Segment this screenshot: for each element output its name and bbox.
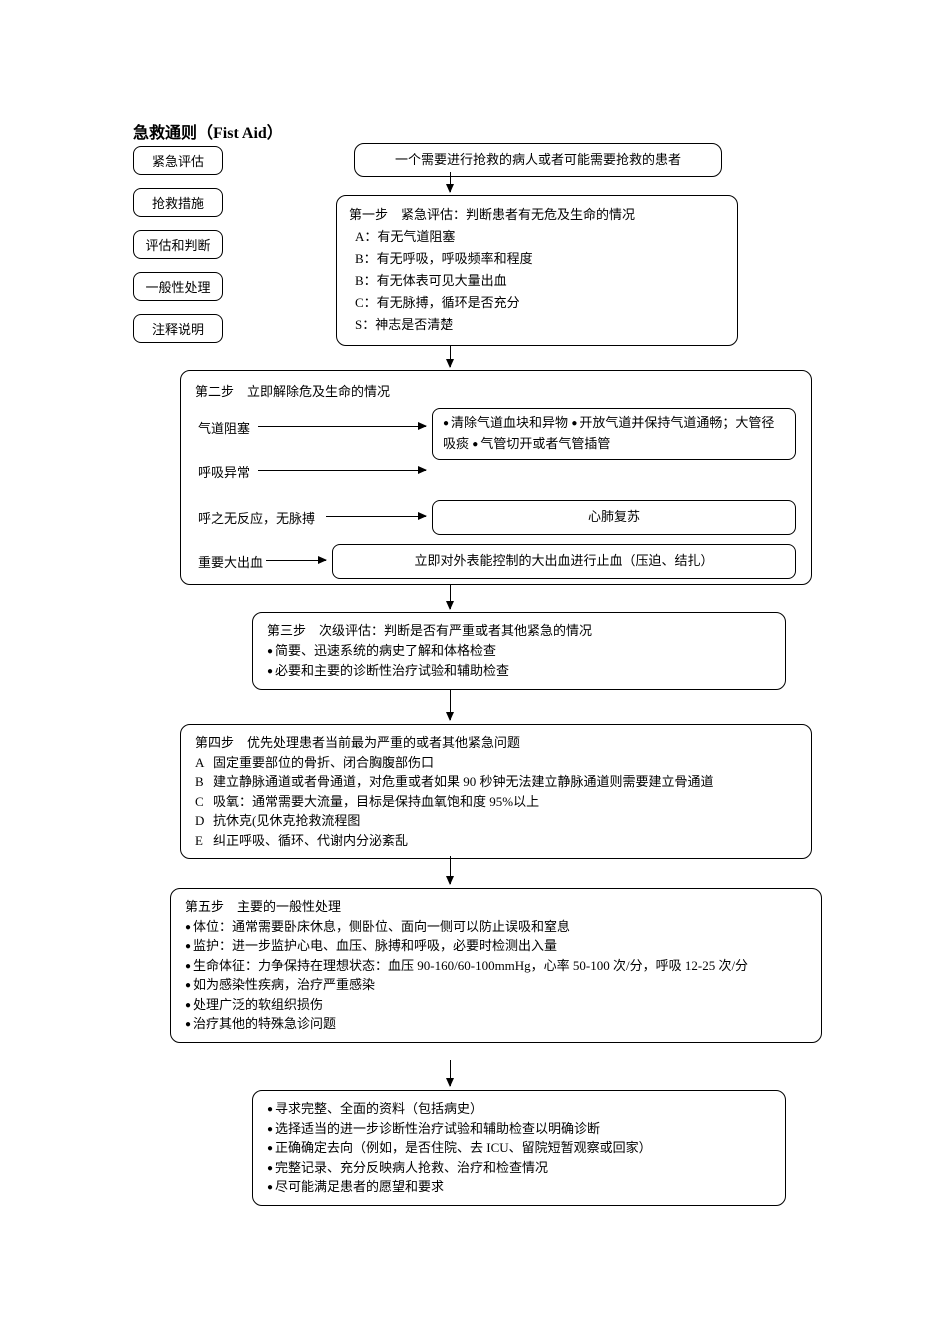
step5-b4: 处理广泛的软组织损伤	[185, 995, 807, 1015]
bleed-text: 立即对外表能控制的大出血进行止血（压迫、结扎）	[414, 553, 713, 568]
node-step3: 第三步 次级评估：判断是否有严重或者其他紧急的情况 简要、迅速系统的病史了解和体…	[252, 612, 786, 690]
node-step4: 第四步 优先处理患者当前最为严重的或者其他紧急问题 A固定重要部位的骨折、闭合胸…	[180, 724, 812, 859]
step2-header: 第二步 立即解除危及生命的情况	[195, 381, 797, 403]
step4-row-3: D抗休克(见休克抢救流程图	[195, 811, 797, 831]
step2-aa-2: 气管切开或者气管插管	[472, 436, 610, 451]
stage-box-0: 紧急评估	[133, 146, 223, 175]
arrow-cond2	[326, 516, 426, 517]
step2-actions-a: 清除气道血块和异物 开放气道并保持气道通畅；大管径吸痰 气管切开或者气管插管	[432, 408, 796, 460]
arrow-cond3	[266, 560, 326, 561]
step5-header: 第五步 主要的一般性处理	[185, 897, 807, 917]
arrow-cond1	[258, 470, 426, 471]
node-step1: 第一步 紧急评估：判断患者有无危及生命的情况 A：有无气道阻塞 B：有无呼吸，呼…	[336, 195, 738, 346]
step5-b0: 体位：通常需要卧床休息，侧卧位、面向一侧可以防止误吸和窒息	[185, 917, 807, 937]
arrow-step5-step6	[450, 1060, 451, 1086]
step4-header: 第四步 优先处理患者当前最为严重的或者其他紧急问题	[195, 733, 797, 753]
step1-item-4: S：神志是否清楚	[349, 314, 725, 336]
step2-cpr: 心肺复苏	[432, 500, 796, 535]
stage-box-2: 评估和判断	[133, 230, 223, 259]
arrow-start-step1	[450, 172, 451, 192]
step5-b1: 监护：进一步监护心电、血压、脉搏和呼吸，必要时检测出入量	[185, 936, 807, 956]
arrow-step3-step4	[450, 690, 451, 720]
step6-b3: 完整记录、充分反映病人抢救、治疗和检查情况	[267, 1158, 771, 1178]
step6-b1: 选择适当的进一步诊断性治疗试验和辅助检查以明确诊断	[267, 1119, 771, 1139]
step5-b5: 治疗其他的特殊急诊问题	[185, 1014, 807, 1034]
step3-b1: 必要和主要的诊断性治疗试验和辅助检查	[267, 661, 771, 681]
step6-b4: 尽可能满足患者的愿望和要求	[267, 1177, 771, 1197]
start-text: 一个需要进行抢救的病人或者可能需要抢救的患者	[395, 152, 681, 167]
arrow-cond0	[258, 426, 426, 427]
step2-cond-1: 呼吸异常	[198, 462, 250, 481]
step1-item-2: B：有无体表可见大量出血	[349, 270, 725, 292]
arrow-step4-step5	[450, 856, 451, 884]
step2-aa-0: 清除气道血块和异物	[443, 415, 568, 430]
step4-row-0: A固定重要部位的骨折、闭合胸腹部伤口	[195, 753, 797, 773]
step3-b0: 简要、迅速系统的病史了解和体格检查	[267, 641, 771, 661]
step4-row-4: E纠正呼吸、循环、代谢内分泌紊乱	[195, 831, 797, 851]
cpr-text: 心肺复苏	[588, 509, 640, 524]
step5-b2: 生命体征：力争保持在理想状态：血压 90-160/60-100mmHg，心率 5…	[185, 956, 807, 976]
step1-item-3: C：有无脉搏，循环是否充分	[349, 292, 725, 314]
node-step6: 寻求完整、全面的资料（包括病史） 选择适当的进一步诊断性治疗试验和辅助检查以明确…	[252, 1090, 786, 1206]
step1-header: 第一步 紧急评估：判断患者有无危及生命的情况	[349, 204, 725, 226]
diagram-canvas: 急救通则（Fist Aid） 紧急评估 抢救措施 评估和判断 一般性处理 注释说…	[0, 0, 945, 1337]
step3-header: 第三步 次级评估：判断是否有严重或者其他紧急的情况	[267, 621, 771, 641]
stage-box-3: 一般性处理	[133, 272, 223, 301]
step5-b3: 如为感染性疾病，治疗严重感染	[185, 975, 807, 995]
step6-b0: 寻求完整、全面的资料（包括病史）	[267, 1099, 771, 1119]
step1-item-0: A：有无气道阻塞	[349, 226, 725, 248]
step4-row-1: B建立静脉通道或者骨通道，对危重或者如果 90 秒钟无法建立静脉通道则需要建立骨…	[195, 772, 797, 792]
step2-cond-0: 气道阻塞	[198, 418, 250, 437]
node-step5: 第五步 主要的一般性处理 体位：通常需要卧床休息，侧卧位、面向一侧可以防止误吸和…	[170, 888, 822, 1043]
step2-cond-2: 呼之无反应，无脉搏	[198, 508, 315, 527]
step2-cond-3: 重要大出血	[198, 552, 263, 571]
step6-b2: 正确确定去向（例如，是否住院、去 ICU、留院短暂观察或回家）	[267, 1138, 771, 1158]
step2-bleed: 立即对外表能控制的大出血进行止血（压迫、结扎）	[332, 544, 796, 579]
stage-box-1: 抢救措施	[133, 188, 223, 217]
stage-box-4: 注释说明	[133, 314, 223, 343]
step1-item-1: B：有无呼吸，呼吸频率和程度	[349, 248, 725, 270]
step4-row-2: C吸氧：通常需要大流量，目标是保持血氧饱和度 95%以上	[195, 792, 797, 812]
page-title: 急救通则（Fist Aid）	[133, 119, 283, 143]
node-start: 一个需要进行抢救的病人或者可能需要抢救的患者	[354, 143, 722, 177]
arrow-step2-step3	[450, 585, 451, 609]
arrow-step1-step2	[450, 345, 451, 367]
